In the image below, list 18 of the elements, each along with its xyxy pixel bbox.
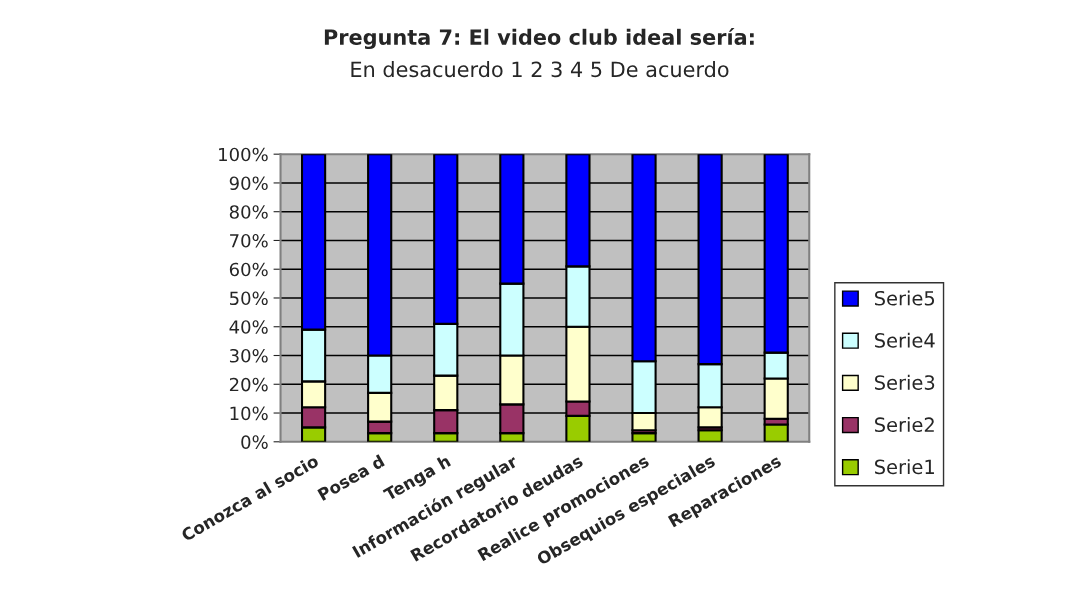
y-tick-label: 60% bbox=[229, 262, 268, 277]
y-tick-label: 70% bbox=[230, 233, 268, 248]
y-tick-label: 100% bbox=[219, 147, 268, 162]
legend-label: Serie5 bbox=[875, 290, 935, 306]
y-tick-label: 50% bbox=[230, 291, 268, 306]
y-tick-label: 40% bbox=[229, 320, 268, 334]
legend-label: Serie4 bbox=[875, 332, 935, 348]
chart-title: Pregunta 7: El video club ideal sería: bbox=[324, 27, 754, 50]
y-tick-label: 80% bbox=[229, 205, 268, 219]
chart-subtitle: En desacuerdo 1 2 3 4 5 De acuerdo bbox=[351, 61, 729, 78]
legend-label: Serie1 bbox=[875, 459, 934, 475]
legend-label: Serie3 bbox=[875, 374, 935, 390]
y-tick-label: 0% bbox=[241, 435, 268, 449]
y-tick-label: 20% bbox=[229, 377, 268, 392]
y-tick-label: 10% bbox=[230, 406, 268, 421]
y-tick-label: 90% bbox=[229, 176, 268, 191]
y-tick-label: 30% bbox=[229, 348, 268, 363]
legend-label: Serie2 bbox=[875, 417, 934, 433]
